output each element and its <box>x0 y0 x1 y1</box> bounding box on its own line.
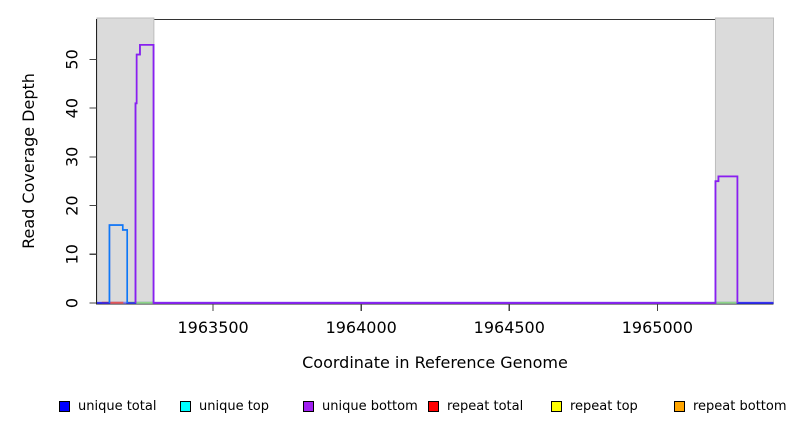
coverage-plot: 0 10 20 30 40 50 1963500 1964000 1964500 1965000 C… <box>19 17 775 372</box>
y-tick-label: 10 <box>63 244 82 264</box>
legend-item-repeat-bottom: repeat bottom <box>674 397 787 415</box>
legend-label-unique-total: unique total <box>78 398 157 414</box>
legend-swatch-repeat-top <box>551 400 562 412</box>
legend-label-repeat-top: repeat top <box>570 398 638 414</box>
legend-swatch-unique-total <box>59 400 70 412</box>
y-tick-label: 20 <box>63 195 82 215</box>
y-tick-label: 50 <box>63 49 82 69</box>
y-tick-label: 0 <box>63 298 82 308</box>
y-tick-label: 40 <box>63 98 82 118</box>
x-axis-title: Coordinate in Reference Genome <box>302 353 568 372</box>
legend-label-unique-top: unique top <box>199 398 270 414</box>
series-unique-bottom <box>134 43 739 304</box>
legend-swatch-repeat-total <box>428 400 439 412</box>
legend-label-repeat-total: repeat total <box>447 398 524 414</box>
series-unique-total <box>97 44 774 304</box>
legend-item-repeat-top: repeat top <box>551 397 638 415</box>
x-tick-label: 1964500 <box>474 318 545 337</box>
legend-swatch-unique-bottom <box>303 400 314 412</box>
legend-item-unique-top: unique top <box>180 397 269 415</box>
series-unique-top <box>108 224 129 303</box>
x-tick-label: 1965000 <box>622 318 693 337</box>
legend-label-repeat-bottom: repeat bottom <box>693 398 787 414</box>
legend-item-unique-total: unique total <box>59 397 156 415</box>
y-axis-title: Read Coverage Depth <box>19 73 38 249</box>
legend-swatch-repeat-bottom <box>674 400 685 412</box>
x-tick-label: 1964000 <box>326 318 397 337</box>
legend: unique total unique top unique bottom repea… <box>0 397 792 421</box>
legend-label-unique-bottom: unique bottom <box>322 398 418 414</box>
legend-item-unique-bottom: unique bottom <box>303 397 418 415</box>
repeat-region-right <box>714 17 775 304</box>
y-tick-label: 30 <box>63 147 82 167</box>
repeat-region-left <box>96 17 155 304</box>
legend-swatch-unique-top <box>180 400 191 412</box>
legend-item-repeat-total: repeat total <box>428 397 523 415</box>
x-tick-label: 1963500 <box>177 318 248 337</box>
